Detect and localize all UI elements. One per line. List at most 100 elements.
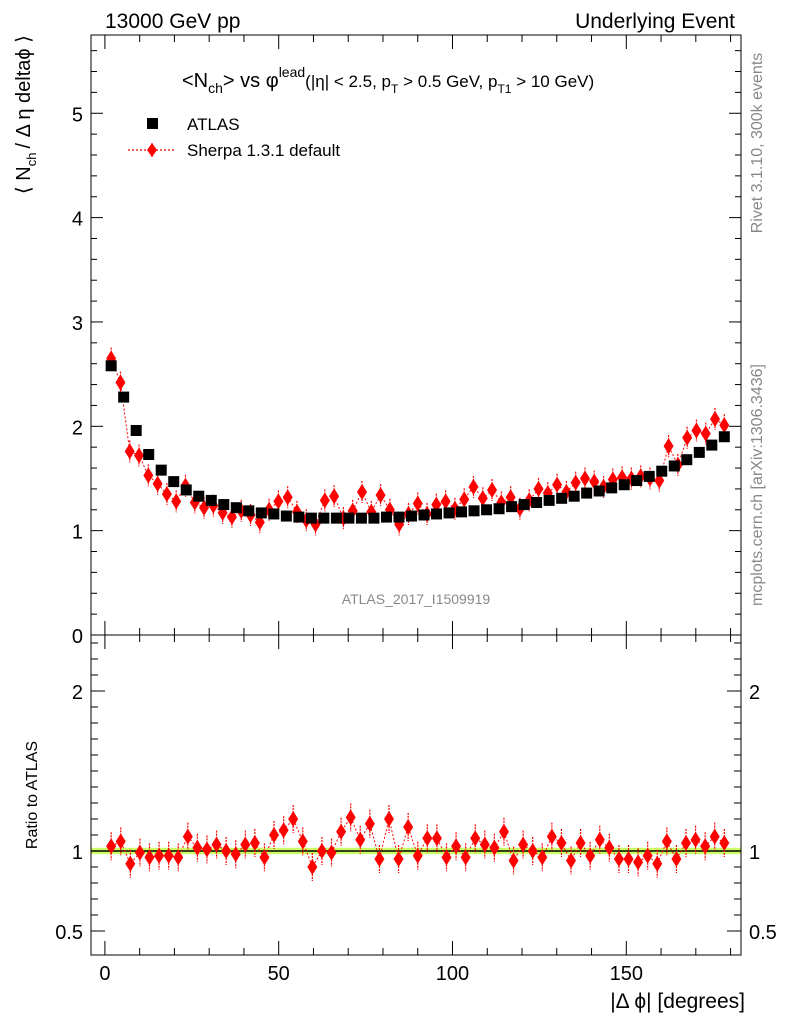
sherpa-point: [115, 374, 126, 391]
atlas-point: [343, 512, 355, 524]
ratio-ylabel: Ratio to ATLAS: [24, 741, 41, 849]
atlas-point: [230, 502, 242, 514]
ratio-sherpa-point: [661, 833, 672, 850]
ratio-sherpa-point: [652, 855, 663, 872]
ratio-ytick-label: 0.5: [55, 922, 83, 944]
atlas-point: [681, 454, 693, 466]
sherpa-point: [273, 493, 284, 510]
atlas-point: [380, 511, 392, 523]
atlas-point: [656, 465, 668, 477]
sherpa-point: [329, 488, 340, 505]
xtick-label: 100: [436, 963, 469, 985]
ratio-sherpa-point: [288, 811, 299, 827]
sherpa-point: [356, 484, 367, 501]
main-ylabel: ⟨ Nch/ Δ η deltaϕ ⟩: [13, 35, 39, 194]
atlas-point: [631, 475, 643, 487]
ratio-axes: 0.5 0.5 1 1 2 2 0 50 100 150: [55, 635, 777, 985]
ratio-sherpa-point: [441, 849, 452, 866]
ratio-sherpa-point: [566, 852, 577, 869]
main-panel: 0 1 2 3 4 5 <Nch> vs φlead(|η| < 2.5, pT > 0.…: [13, 34, 742, 648]
main-ytick-label: 1: [72, 522, 83, 544]
ratio-ytick-label: 2: [72, 682, 83, 704]
ratio-sherpa-point: [240, 836, 251, 853]
main-ytick-label: 2: [72, 417, 83, 439]
ratio-sherpa-point: [537, 849, 548, 866]
atlas-point: [593, 485, 605, 497]
atlas-point: [518, 499, 530, 511]
ratio-sherpa-point: [451, 838, 462, 855]
ratio-sherpa-point: [604, 839, 615, 856]
ratio-sherpa-point: [633, 854, 644, 871]
ratio-sherpa-point: [345, 809, 356, 826]
ratio-sherpa-point: [201, 841, 212, 858]
sherpa-point: [579, 470, 590, 487]
sherpa-point: [152, 475, 163, 492]
atlas-point: [105, 360, 117, 372]
ratio-sherpa-point: [642, 847, 653, 864]
sherpa-point: [533, 480, 544, 497]
atlas-point: [568, 490, 580, 502]
atlas-point: [243, 505, 255, 517]
sherpa-point: [459, 491, 470, 508]
atlas-series: [105, 360, 730, 524]
rivet-label: Rivet 3.1.10, 300k events: [749, 53, 766, 234]
ratio-sherpa-point: [393, 851, 404, 867]
legend-atlas-marker: [147, 118, 158, 129]
ratio-sherpa-point: [508, 852, 519, 869]
ratio-sherpa-point: [690, 831, 701, 848]
ratio-sherpa-point: [719, 835, 730, 851]
sherpa-point: [282, 489, 293, 506]
atlas-point: [255, 507, 267, 519]
atlas-point: [180, 484, 192, 496]
ratio-sherpa-point: [594, 831, 605, 848]
main-ytick-label: 4: [72, 209, 83, 231]
ratio-sherpa-point: [575, 835, 586, 851]
chart-title: <Nch> vs φlead(|η| < 2.5, pT > 0.5 GeV, …: [182, 64, 594, 96]
atlas-point: [543, 494, 555, 506]
atlas-point: [268, 508, 280, 520]
ratio-ytick-label: 1: [72, 842, 83, 864]
ratio-sherpa-point: [556, 835, 567, 851]
sherpa-point: [171, 493, 182, 510]
sherpa-point: [440, 493, 451, 510]
atlas-point: [706, 439, 718, 451]
ratio-sherpa-point: [374, 851, 385, 867]
sherpa-point: [161, 486, 172, 503]
ratio-sherpa-point: [355, 831, 366, 848]
atlas-point: [606, 482, 618, 494]
ratio-sherpa-point: [412, 847, 423, 864]
sherpa-point: [682, 429, 693, 446]
sherpa-point: [431, 496, 442, 513]
ratio-sherpa-point: [709, 828, 720, 845]
atlas-point: [155, 464, 167, 476]
atlas-point: [355, 512, 367, 524]
atlas-point: [506, 501, 518, 513]
ratio-sherpa-point: [134, 844, 145, 861]
atlas-point: [393, 511, 405, 523]
atlas-point: [456, 506, 468, 518]
atlas-point: [668, 460, 680, 472]
sherpa-point: [468, 478, 479, 495]
ratio-sherpa-point: [680, 835, 691, 851]
sherpa-point: [124, 443, 135, 460]
ratio-sherpa-point: [518, 836, 529, 853]
ratio-sherpa-point: [173, 849, 184, 866]
ratio-ytick-label-right: 0.5: [749, 922, 777, 944]
ratio-sherpa-point: [192, 839, 203, 856]
sherpa-point: [719, 417, 730, 434]
main-ytick-label: 5: [72, 104, 83, 126]
atlas-point: [330, 512, 342, 524]
ratio-ytick-label-right: 1: [749, 842, 760, 864]
mcplots-label: mcplots.cern.ch [arXiv:1306.3436]: [749, 364, 766, 606]
atlas-point: [531, 496, 543, 508]
atlas-point: [143, 448, 155, 460]
atlas-point: [693, 446, 705, 458]
ratio-sherpa-point: [470, 830, 481, 847]
atlas-point: [718, 431, 730, 443]
atlas-point: [118, 391, 130, 403]
ratio-sherpa-point: [297, 833, 308, 850]
ratio-sherpa-point: [546, 828, 557, 845]
legend-sherpa-marker: [147, 143, 157, 157]
sherpa-point: [143, 467, 154, 484]
